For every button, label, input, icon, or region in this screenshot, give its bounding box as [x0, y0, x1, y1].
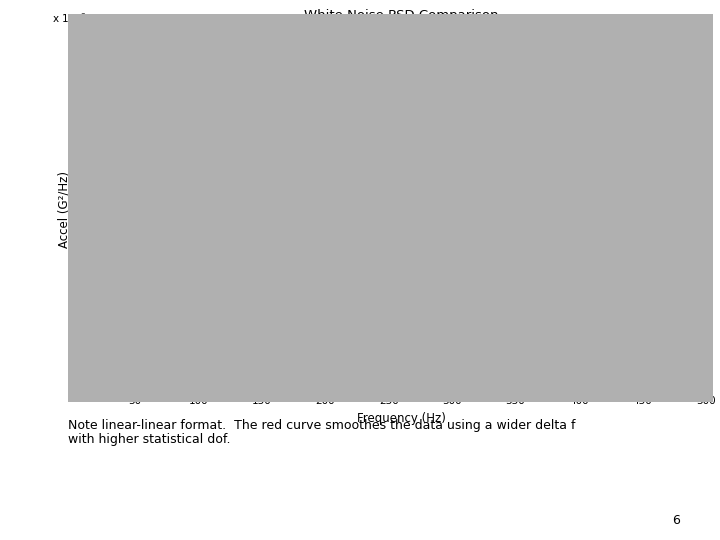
delta f = 7.8 Hz, 156 dof — [463, 495, 472, 502]
Text: 6: 6 — [672, 514, 680, 526]
delta f = 7.8 Hz, 156 dof — [321, 84, 330, 90]
delta f = 1.95 Hz, 39 dof — [426, 395, 434, 402]
Legend: delta f = 1.95 Hz, 39 dof, delta f = 7.8 Hz, 156 dof: delta f = 1.95 Hz, 39 dof, delta f = 7.8… — [527, 32, 701, 68]
Y-axis label: Accel (G²/Hz): Accel (G²/Hz) — [57, 171, 70, 248]
delta f = 1.95 Hz, 39 dof — [557, 538, 566, 540]
delta f = 7.8 Hz, 156 dof — [555, 270, 564, 276]
Text: Note linear-linear format.  The red curve smoothes the data using a wider delta : Note linear-linear format. The red curve… — [68, 418, 576, 447]
delta f = 7.8 Hz, 156 dof — [132, 285, 141, 292]
delta f = 7.8 Hz, 156 dof — [341, 285, 350, 292]
Line: delta f = 1.95 Hz, 39 dof: delta f = 1.95 Hz, 39 dof — [97, 0, 706, 540]
X-axis label: Frequency (Hz): Frequency (Hz) — [357, 412, 446, 425]
Text: x 10$^{-3}$: x 10$^{-3}$ — [52, 11, 86, 25]
delta f = 7.8 Hz, 156 dof — [93, 281, 102, 288]
Title: White Noise PSD Comparison: White Noise PSD Comparison — [304, 9, 499, 22]
delta f = 7.8 Hz, 156 dof — [423, 179, 432, 185]
Line: delta f = 7.8 Hz, 156 dof: delta f = 7.8 Hz, 156 dof — [97, 0, 706, 498]
delta f = 1.95 Hz, 39 dof — [701, 211, 710, 217]
delta f = 1.95 Hz, 39 dof — [132, 534, 141, 540]
delta f = 7.8 Hz, 156 dof — [689, 185, 698, 192]
delta f = 7.8 Hz, 156 dof — [701, 192, 710, 199]
delta f = 1.95 Hz, 39 dof — [343, 453, 352, 459]
